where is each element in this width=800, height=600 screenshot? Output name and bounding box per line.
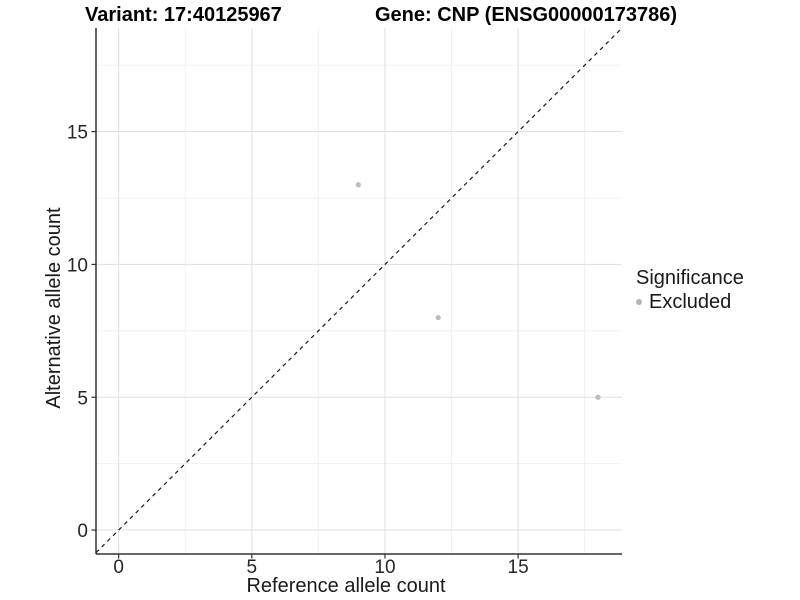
variant-title: Variant: 17:40125967 bbox=[85, 4, 282, 26]
legend-item-label: Excluded bbox=[649, 291, 732, 313]
legend: Significance Excluded bbox=[636, 266, 744, 313]
legend-item-excluded: Excluded bbox=[636, 291, 744, 313]
y-tick-label: 0 bbox=[77, 521, 88, 542]
data-point bbox=[595, 394, 601, 400]
y-axis-title: Alternative allele count bbox=[43, 207, 65, 409]
y-tick-label: 5 bbox=[77, 388, 88, 409]
data-point bbox=[355, 182, 361, 188]
data-point bbox=[435, 314, 441, 321]
legend-title: Significance bbox=[636, 267, 744, 289]
y-tick-label: 15 bbox=[67, 123, 88, 144]
identity-line bbox=[95, 27, 623, 554]
x-tick-label: 15 bbox=[508, 557, 529, 578]
excluded-point-swatch bbox=[636, 299, 642, 305]
x-tick-label: 0 bbox=[113, 557, 124, 578]
x-tick-label: 10 bbox=[374, 557, 395, 578]
x-tick-label: 5 bbox=[247, 557, 258, 578]
gene-title: Gene: CNP (ENSG00000173786) bbox=[375, 4, 678, 26]
x-axis-title: Reference allele count bbox=[246, 575, 446, 597]
y-tick-label: 10 bbox=[67, 255, 88, 276]
